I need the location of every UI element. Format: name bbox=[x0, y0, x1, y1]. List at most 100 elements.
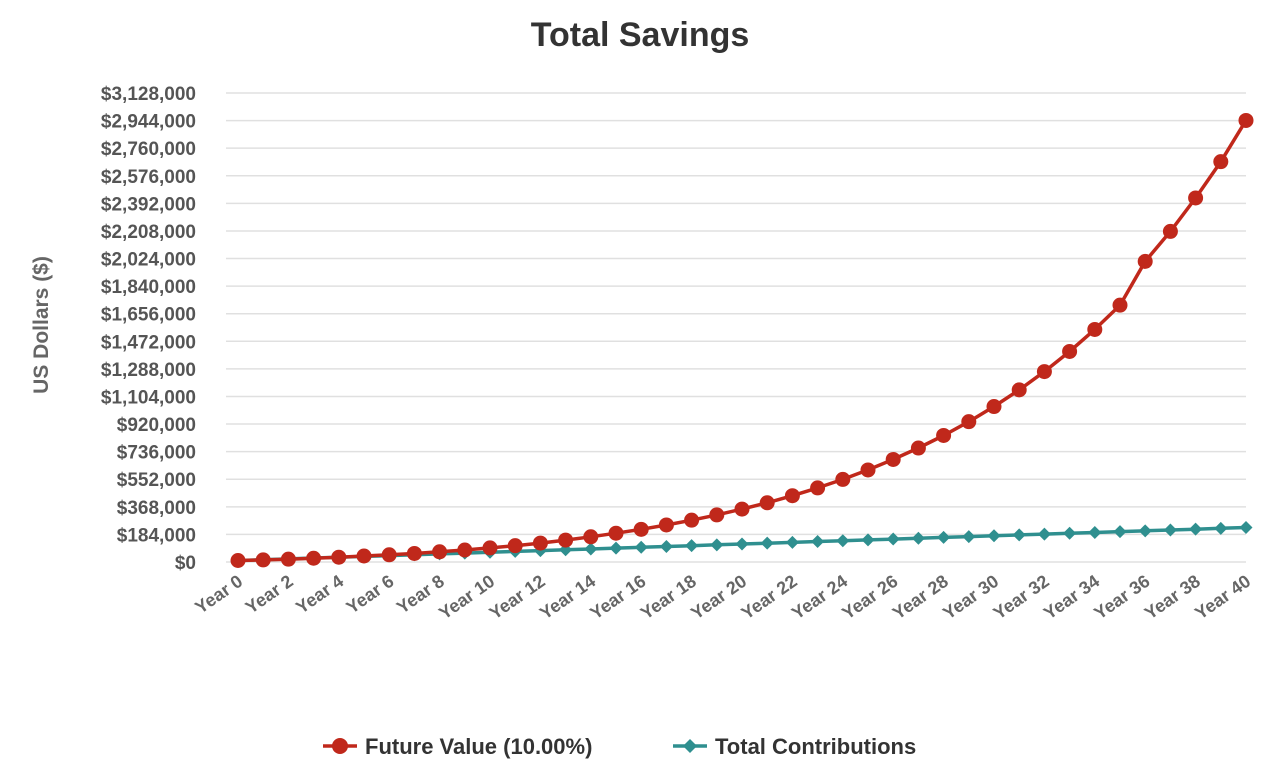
y-tick-label: $920,000 bbox=[117, 415, 196, 436]
y-tick-label: $184,000 bbox=[117, 525, 196, 546]
data-point[interactable] bbox=[987, 529, 1001, 543]
data-point[interactable] bbox=[936, 427, 952, 443]
x-tick-label: Year 30 bbox=[939, 571, 1002, 624]
data-point[interactable] bbox=[709, 507, 725, 523]
series-future-value bbox=[230, 112, 1254, 569]
x-tick-label: Year 14 bbox=[536, 571, 599, 624]
y-tick-label: $1,840,000 bbox=[101, 277, 196, 298]
data-point[interactable] bbox=[1037, 527, 1051, 541]
data-point[interactable] bbox=[885, 451, 901, 467]
data-point[interactable] bbox=[1087, 321, 1103, 337]
data-point[interactable] bbox=[961, 414, 977, 430]
data-point[interactable] bbox=[860, 462, 876, 478]
y-tick-label: $368,000 bbox=[117, 498, 196, 519]
data-point[interactable] bbox=[507, 538, 523, 554]
legend[interactable]: Future Value (10.00%) Total Contributions bbox=[323, 734, 916, 759]
data-point[interactable] bbox=[1188, 190, 1204, 206]
legend-item-future-value[interactable]: Future Value (10.00%) bbox=[323, 734, 592, 759]
y-tick-label: $1,656,000 bbox=[101, 305, 196, 326]
y-tick-label: $552,000 bbox=[117, 470, 196, 491]
x-tick-label: Year 26 bbox=[838, 571, 901, 624]
data-point[interactable] bbox=[785, 535, 799, 549]
data-point[interactable] bbox=[810, 480, 826, 496]
data-point[interactable] bbox=[734, 501, 750, 517]
x-tick-label: Year 2 bbox=[242, 571, 297, 618]
data-point[interactable] bbox=[583, 529, 599, 545]
data-point[interactable] bbox=[457, 542, 473, 558]
y-tick-label: $1,288,000 bbox=[101, 360, 196, 381]
data-point[interactable] bbox=[659, 539, 673, 553]
y-tick-label: $2,576,000 bbox=[101, 167, 196, 188]
y-axis-label: US Dollars ($) bbox=[30, 256, 53, 394]
data-point[interactable] bbox=[306, 550, 322, 566]
data-point[interactable] bbox=[861, 533, 875, 547]
data-point[interactable] bbox=[811, 535, 825, 549]
x-tick-label: Year 34 bbox=[1040, 571, 1103, 624]
legend-label: Future Value (10.00%) bbox=[365, 734, 592, 759]
x-tick-label: Year 6 bbox=[343, 571, 398, 618]
data-point[interactable] bbox=[1214, 521, 1228, 535]
data-point[interactable] bbox=[406, 545, 422, 561]
data-point[interactable] bbox=[735, 537, 749, 551]
data-point[interactable] bbox=[230, 553, 246, 569]
data-point[interactable] bbox=[1189, 522, 1203, 536]
data-point[interactable] bbox=[1063, 526, 1077, 540]
data-point[interactable] bbox=[784, 488, 800, 504]
x-tick-label: Year 28 bbox=[889, 571, 952, 624]
data-point[interactable] bbox=[962, 530, 976, 544]
data-point[interactable] bbox=[759, 495, 775, 511]
data-point[interactable] bbox=[532, 535, 548, 551]
x-tick-label: Year 32 bbox=[990, 571, 1053, 624]
data-point[interactable] bbox=[633, 521, 649, 537]
data-point[interactable] bbox=[356, 548, 372, 564]
legend-item-total-contributions[interactable]: Total Contributions bbox=[673, 734, 916, 759]
y-tick-label: $1,472,000 bbox=[101, 332, 196, 353]
data-point[interactable] bbox=[381, 547, 397, 563]
data-point[interactable] bbox=[886, 532, 900, 546]
legend-marker bbox=[332, 738, 348, 754]
data-point[interactable] bbox=[835, 471, 851, 487]
x-tick-label: Year 12 bbox=[486, 571, 549, 624]
data-point[interactable] bbox=[255, 552, 271, 568]
data-point[interactable] bbox=[658, 517, 674, 533]
data-point[interactable] bbox=[1088, 525, 1102, 539]
data-point[interactable] bbox=[910, 440, 926, 456]
data-point[interactable] bbox=[432, 544, 448, 560]
data-point[interactable] bbox=[482, 540, 498, 556]
data-point[interactable] bbox=[1012, 528, 1026, 542]
data-point[interactable] bbox=[1062, 343, 1078, 359]
data-point[interactable] bbox=[608, 525, 624, 541]
data-point[interactable] bbox=[760, 536, 774, 550]
x-tick-label: Year 22 bbox=[738, 571, 801, 624]
legend-marker bbox=[683, 739, 697, 753]
data-point[interactable] bbox=[684, 512, 700, 528]
data-point[interactable] bbox=[558, 532, 574, 548]
data-point[interactable] bbox=[937, 530, 951, 544]
y-axis-ticks: $0 $184,000 $368,000 $552,000 $736,000 $920,0… bbox=[101, 84, 196, 574]
data-point[interactable] bbox=[911, 531, 925, 545]
data-point[interactable] bbox=[1163, 523, 1177, 537]
data-point[interactable] bbox=[1213, 154, 1229, 170]
data-point[interactable] bbox=[685, 539, 699, 553]
data-point[interactable] bbox=[1162, 223, 1178, 239]
data-point[interactable] bbox=[1112, 297, 1128, 313]
data-point[interactable] bbox=[1137, 253, 1153, 269]
data-point[interactable] bbox=[836, 534, 850, 548]
data-point[interactable] bbox=[1138, 524, 1152, 538]
data-point[interactable] bbox=[280, 551, 296, 567]
data-point[interactable] bbox=[584, 542, 598, 556]
data-point[interactable] bbox=[1113, 525, 1127, 539]
data-point[interactable] bbox=[634, 540, 648, 554]
data-point[interactable] bbox=[1011, 382, 1027, 398]
y-tick-label: $2,944,000 bbox=[101, 112, 196, 133]
x-tick-label: Year 40 bbox=[1191, 571, 1254, 624]
data-point[interactable] bbox=[986, 399, 1002, 415]
data-point[interactable] bbox=[1239, 521, 1253, 535]
data-point[interactable] bbox=[609, 541, 623, 555]
data-point[interactable] bbox=[710, 538, 724, 552]
data-point[interactable] bbox=[331, 549, 347, 565]
data-point[interactable] bbox=[1238, 112, 1254, 128]
data-point[interactable] bbox=[1036, 364, 1052, 380]
